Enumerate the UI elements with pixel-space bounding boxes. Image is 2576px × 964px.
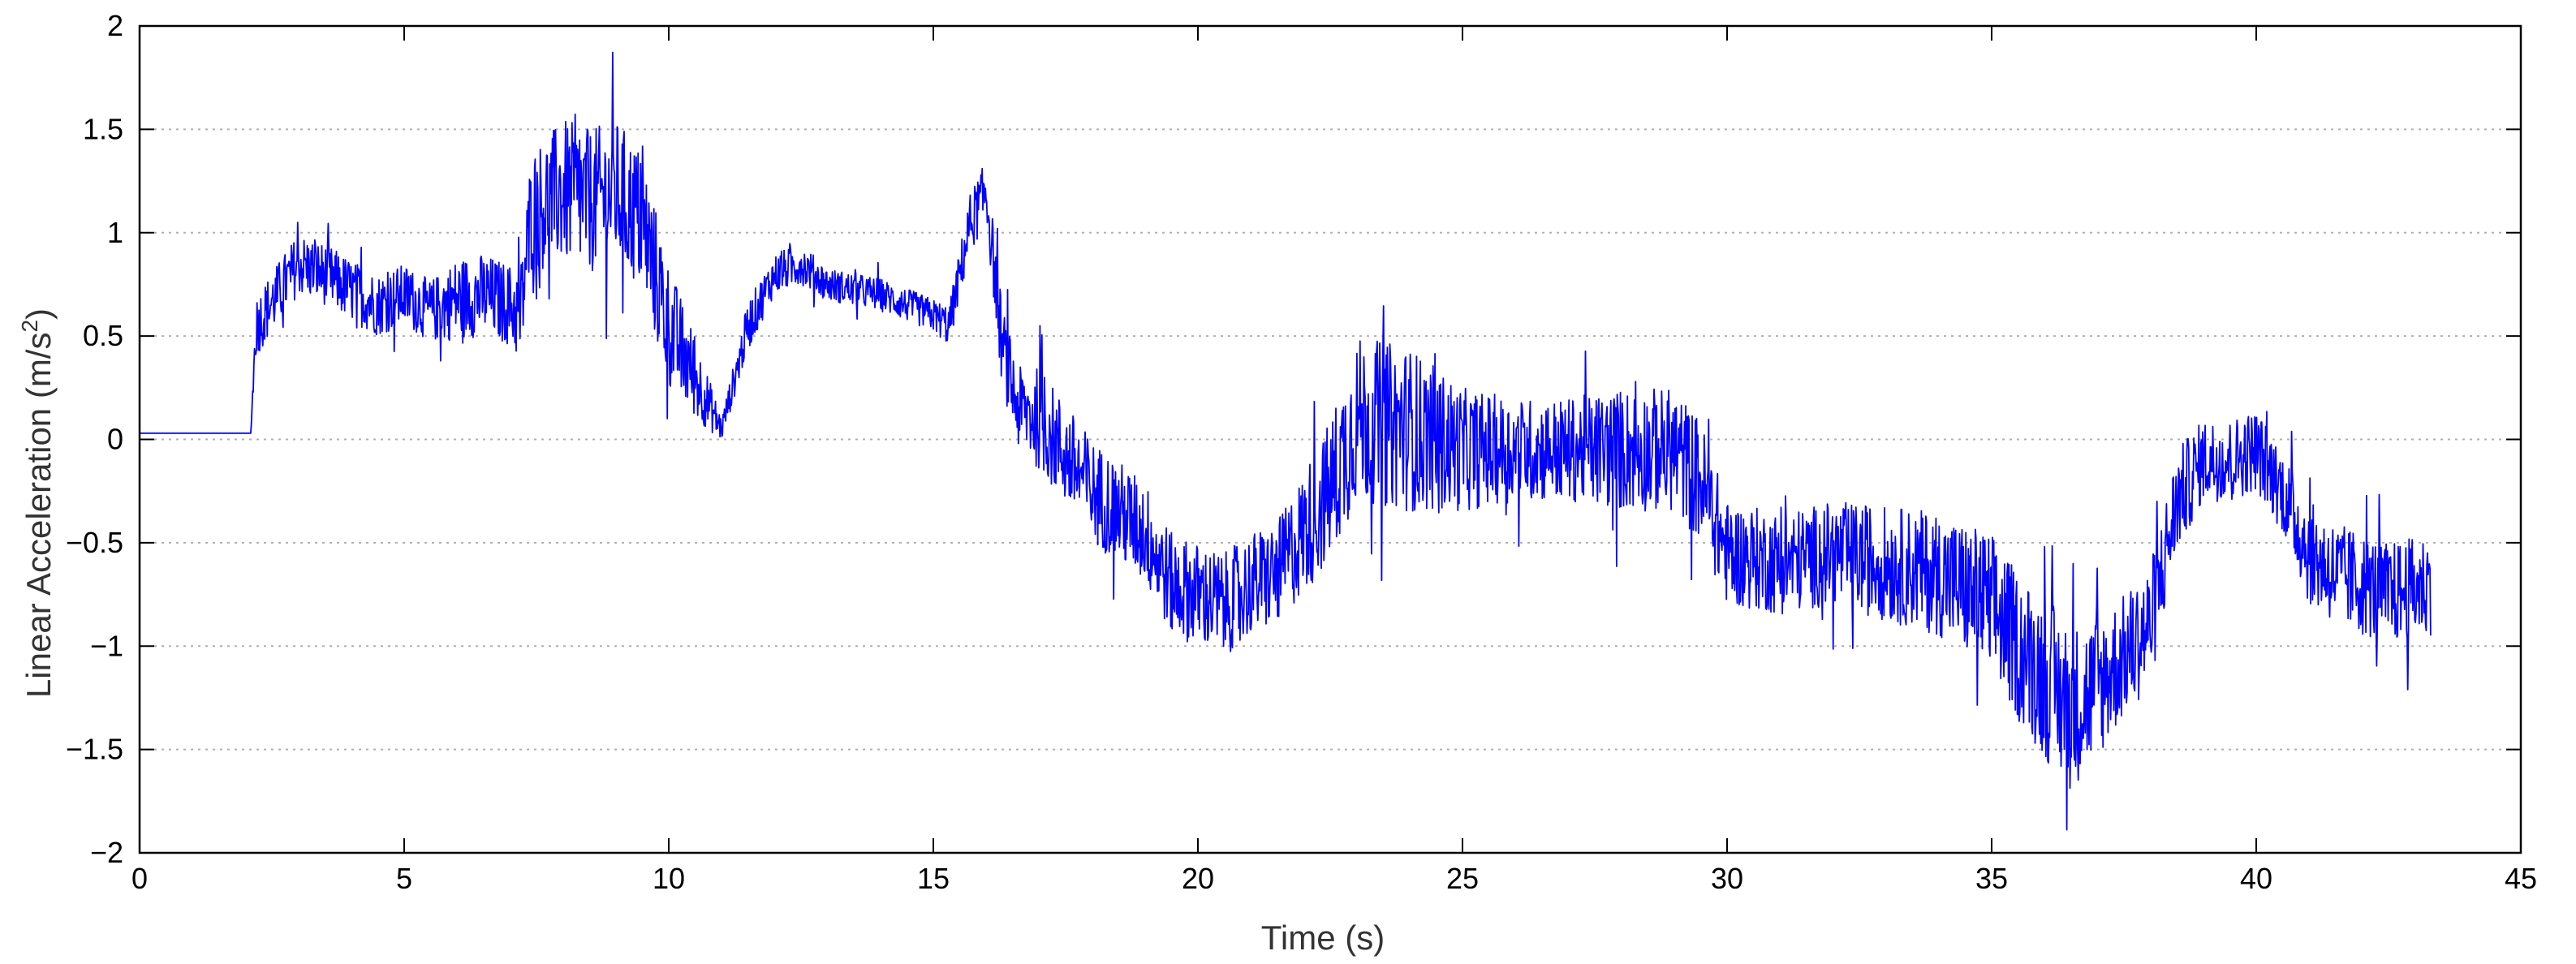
x-tick-label: 35 <box>1975 862 2008 895</box>
x-axis-label: Time (s) <box>1261 919 1385 957</box>
x-tick-label: 15 <box>917 862 950 895</box>
y-tick-label: 1 <box>107 216 123 249</box>
x-tick-label: 30 <box>1711 862 1743 895</box>
y-tick-label: 1.5 <box>83 112 123 145</box>
x-tick-label: 25 <box>1446 862 1479 895</box>
x-tick-label: 45 <box>2505 862 2537 895</box>
acceleration-series-line <box>139 51 2432 831</box>
x-tick-label: 20 <box>1182 862 1214 895</box>
y-axis-label-main: Linear Acceleration (m/s <box>19 333 58 699</box>
x-tick-label: 10 <box>653 862 685 895</box>
y-tick-label: 0 <box>107 423 123 456</box>
plot-area <box>139 51 2432 831</box>
y-tick-label: 0.5 <box>83 319 123 352</box>
x-tick-label: 40 <box>2240 862 2272 895</box>
y-tick-label: 2 <box>107 9 123 42</box>
y-tick-labels: 2 1.5 1 0.5 0 −0.5 −1 −1.5 −2 <box>66 9 123 869</box>
y-tick-label: −1.5 <box>66 733 123 766</box>
y-tick-label: −2 <box>90 836 123 869</box>
x-tick-label: 0 <box>131 862 148 895</box>
y-axis-label-superscript: 2 <box>17 320 42 333</box>
y-axis-label: Linear Acceleration (m/s2) <box>17 308 58 698</box>
y-axis-label-close: ) <box>19 308 58 320</box>
x-tick-label: 5 <box>396 862 412 895</box>
y-tick-label: −1 <box>90 629 123 662</box>
x-tick-labels: 0 5 10 15 20 25 30 35 40 45 <box>131 862 2537 895</box>
y-tick-label: −0.5 <box>66 526 123 559</box>
tick-marks <box>139 25 2522 854</box>
